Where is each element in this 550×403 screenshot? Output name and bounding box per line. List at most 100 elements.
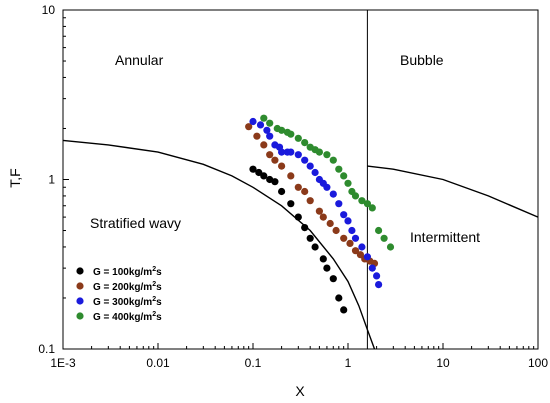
data-point-series-3: [351, 234, 360, 242]
data-point-series-3: [340, 211, 348, 219]
x-tick-label: 10: [436, 356, 450, 370]
legend-label: G = 100kg/m2s: [93, 266, 162, 278]
data-point-series-3: [287, 148, 295, 156]
data-point-series-2: [301, 187, 309, 196]
data-point-series-3: [323, 183, 331, 191]
data-point-series-4: [380, 234, 388, 242]
data-point-series-1: [294, 213, 302, 221]
x-axis-title: X: [295, 383, 305, 399]
flow-regime-boundaries: [62, 10, 539, 350]
data-point-series-4: [266, 119, 274, 127]
data-point-series-3: [294, 151, 302, 159]
data-point-series-4: [340, 172, 348, 180]
data-point-series-2: [294, 183, 302, 191]
data-point-series-1: [329, 275, 337, 283]
data-point-series-1: [323, 264, 331, 272]
data-point-series-3: [363, 253, 371, 261]
data-point-series-1: [319, 255, 327, 263]
data-point-series-4: [351, 192, 360, 200]
data-point-series-1: [335, 294, 343, 302]
y-tick-label: 0.1: [38, 342, 55, 356]
data-point-series-1: [271, 178, 279, 186]
data-point-series-3: [335, 200, 343, 208]
y-axis-title: T,F: [7, 168, 23, 187]
legend: G = 100kg/m2s G = 200kg/m2s G = 300kg/m2s G…: [76, 266, 162, 323]
data-point-series-3: [344, 217, 352, 225]
data-point-series-2: [319, 213, 327, 221]
regime-boundary-curve: [62, 139, 376, 350]
data-point-series-4: [287, 130, 295, 138]
data-point-series-2: [306, 197, 314, 205]
data-point-series-2: [260, 141, 268, 149]
legend-marker: [76, 312, 84, 320]
x-tick-label: 1E-3: [50, 356, 76, 370]
data-point-series-3: [368, 264, 376, 272]
data-point-series-4: [363, 200, 371, 208]
region-label-intermittent: Intermittent: [410, 229, 480, 245]
data-point-series-2: [253, 132, 261, 140]
data-point-series-3: [278, 148, 286, 156]
data-point-series-3: [358, 243, 366, 251]
data-point-series-1: [260, 172, 268, 180]
region-label-bubble: Bubble: [400, 52, 444, 68]
data-point-series-3: [266, 132, 274, 140]
data-point-series-2: [332, 226, 340, 235]
data-point-series-4: [386, 243, 395, 251]
data-point-series-3: [301, 156, 309, 164]
data-points: [245, 114, 395, 314]
data-point-series-3: [329, 190, 337, 198]
x-tick-label: 0.01: [146, 356, 170, 370]
data-point-series-3: [311, 168, 319, 177]
data-point-series-3: [306, 162, 314, 170]
region-label-stratified-wavy: Stratified wavy: [90, 215, 181, 231]
data-point-series-2: [271, 156, 279, 164]
data-point-series-4: [315, 148, 323, 156]
data-point-series-3: [348, 226, 356, 235]
data-point-series-1: [340, 306, 348, 314]
legend-marker: [76, 297, 84, 305]
data-point-series-1: [278, 187, 286, 196]
data-point-series-2: [346, 239, 354, 247]
legend-marker: [76, 267, 84, 275]
data-point-series-1: [287, 200, 295, 208]
data-point-series-3: [256, 121, 265, 129]
data-point-series-4: [260, 114, 268, 122]
regime-boundary-curve: [367, 165, 539, 218]
data-point-series-4: [335, 165, 343, 173]
y-tick-label: 1: [48, 173, 55, 187]
data-point-series-2: [287, 172, 295, 180]
legend-marker: [76, 282, 84, 290]
data-point-series-1: [311, 243, 319, 251]
data-point-series-4: [375, 226, 383, 235]
x-tick-label: 0.1: [245, 356, 262, 370]
data-point-series-2: [315, 207, 323, 215]
data-point-series-4: [278, 126, 286, 134]
x-tick-label: 1: [345, 356, 352, 370]
data-point-series-4: [358, 197, 366, 205]
region-label-annular: Annular: [115, 52, 164, 68]
data-point-series-2: [278, 162, 286, 170]
data-point-series-1: [301, 224, 309, 232]
data-point-series-4: [368, 204, 376, 212]
axis-ticks: 1E-3 0.01 0.1 1 10 100 0.1 1 10: [38, 3, 548, 370]
data-point-series-2: [340, 234, 348, 242]
data-point-series-3: [263, 126, 271, 134]
data-point-series-4: [323, 151, 331, 159]
legend-label: G = 200kg/m2s: [93, 281, 162, 293]
legend-label: G = 400kg/m2s: [93, 311, 162, 323]
data-point-series-2: [351, 247, 360, 255]
data-point-series-2: [245, 123, 253, 131]
y-tick-label: 10: [42, 3, 56, 17]
data-point-series-3: [249, 117, 257, 126]
data-point-series-2: [326, 219, 334, 228]
data-point-series-2: [266, 151, 274, 159]
data-point-series-3: [375, 281, 383, 289]
data-point-series-3: [373, 272, 381, 280]
data-point-series-4: [294, 134, 302, 142]
legend-label: G = 300kg/m2s: [93, 296, 162, 308]
data-point-series-4: [329, 156, 337, 164]
data-point-series-1: [249, 165, 257, 173]
data-point-series-4: [344, 179, 352, 187]
x-tick-label: 100: [528, 356, 548, 370]
